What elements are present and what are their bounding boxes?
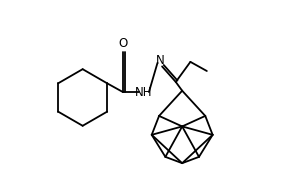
Text: O: O — [118, 37, 128, 50]
Text: NH: NH — [135, 86, 153, 98]
Text: N: N — [156, 54, 165, 68]
